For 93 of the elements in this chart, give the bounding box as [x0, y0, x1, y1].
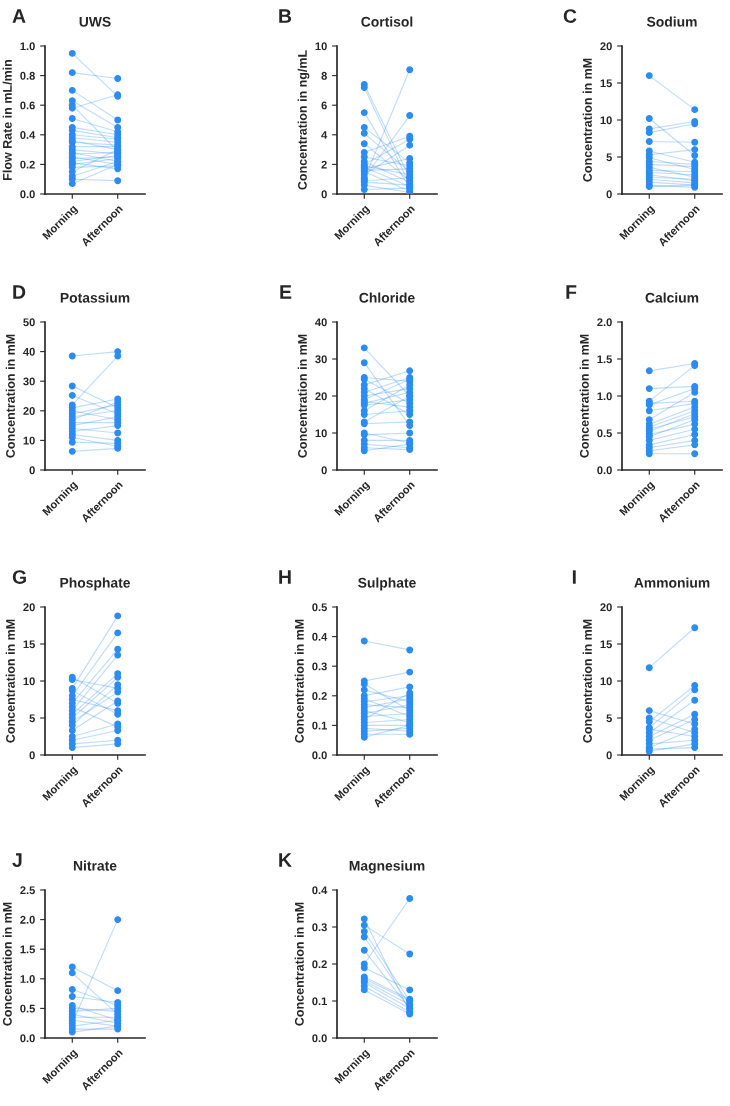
y-tick-label: 6: [321, 101, 327, 110]
y-tick-label: 0.5: [597, 429, 612, 438]
y-tick-label: 0.8: [20, 71, 35, 80]
text: G: [12, 570, 26, 584]
y-tick-label: 0.5: [312, 603, 327, 612]
y-axis-title: Concentration in mM: [294, 902, 304, 1026]
y-tick-label: 10: [600, 677, 612, 686]
text: B: [279, 9, 292, 23]
y-axis-title: Concentration in mM: [297, 334, 307, 458]
y-tick-label: 0.0: [597, 466, 612, 475]
y-tick-label: 0.0: [20, 1034, 35, 1043]
y-tick-label: 50: [23, 318, 35, 327]
y-tick-label: 15: [600, 79, 612, 88]
y-tick-label: 0: [29, 751, 35, 760]
y-tick-label: 40: [23, 347, 35, 356]
text: D: [13, 285, 26, 299]
y-tick-label: 40: [315, 318, 327, 327]
y-tick-label: 20: [315, 392, 327, 401]
y-tick-label: 1.0: [597, 392, 612, 401]
y-tick-label: 5: [606, 153, 612, 162]
y-tick-label: 0.4: [312, 632, 328, 641]
y-axis-title: Concentration in mM: [5, 334, 15, 458]
chart-title: UWS: [79, 16, 111, 27]
y-tick-label: 0.1: [312, 997, 327, 1006]
y-tick-label: 8: [321, 71, 327, 80]
y-tick-label: 0.1: [312, 721, 327, 730]
y-tick-label: 10: [23, 677, 35, 686]
y-tick-label: 30: [315, 355, 327, 364]
y-tick-label: 20: [23, 407, 35, 415]
y-tick-label: 1.5: [20, 945, 35, 954]
y-tick-label: 10: [315, 429, 327, 438]
y-tick-label: 0: [321, 466, 327, 475]
y-axis-title: Concentration in mM: [2, 902, 12, 1026]
y-tick-label: 1.0: [20, 42, 35, 51]
y-tick-label: 2: [321, 160, 327, 169]
y-tick-label: 0.2: [312, 692, 327, 700]
chart-title: Cortisol: [361, 16, 413, 27]
chart-title: Phosphate: [60, 577, 131, 591]
text: K: [279, 853, 292, 867]
text: J: [12, 853, 22, 867]
chart-title: Sulphate: [358, 577, 416, 591]
chart-title: Chloride: [359, 292, 415, 303]
y-axis-title: Flow Rate in mL/min: [2, 60, 12, 180]
y-tick-label: 0.6: [20, 101, 35, 110]
y-tick-label: 10: [600, 116, 612, 125]
y-tick-label: 0.5: [20, 1004, 35, 1013]
chart-title: Nitrate: [73, 860, 117, 871]
chart-title: Ammonium: [634, 577, 710, 588]
y-tick-label: 10: [315, 42, 327, 51]
y-tick-label: 20: [600, 603, 612, 612]
y-tick-label: 0: [606, 751, 612, 760]
y-tick-label: 5: [29, 714, 35, 723]
y-tick-label: 15: [600, 640, 612, 649]
text: E: [280, 285, 292, 299]
y-tick-label: 0.0: [20, 190, 35, 199]
chart-title: Magnesium: [349, 860, 425, 874]
y-tick-label: 0.0: [312, 1034, 327, 1043]
y-tick-label: 30: [23, 377, 35, 386]
y-tick-label: 15: [23, 640, 35, 649]
y-axis-title: Concentration in mM: [582, 619, 592, 743]
y-tick-label: 2.0: [20, 915, 35, 924]
y-axis-title: Concentration in mM: [579, 334, 589, 458]
chart-title: Potassium: [60, 292, 130, 303]
text: H: [279, 570, 291, 584]
y-tick-label: 20: [600, 42, 612, 51]
y-tick-label: 0.3: [312, 662, 327, 671]
text: I: [572, 570, 576, 584]
y-tick-label: 1.0: [20, 975, 35, 983]
y-tick-label: 0: [321, 190, 327, 199]
y-tick-label: 0: [606, 190, 612, 199]
text: C: [563, 9, 577, 23]
y-tick-label: 0.2: [312, 960, 327, 969]
y-axis-title: Concentration in mM: [5, 619, 15, 743]
y-tick-label: 0.4: [312, 886, 328, 895]
y-tick-label: 10: [23, 436, 35, 445]
y-tick-label: 5: [606, 714, 612, 723]
y-tick-label: 20: [23, 603, 35, 612]
y-tick-label: 1.5: [597, 355, 612, 364]
chart-title: Sodium: [646, 16, 697, 27]
y-tick-label: 0.3: [312, 923, 327, 932]
text: A: [12, 9, 26, 23]
y-tick-label: 0.4: [20, 131, 36, 139]
y-axis-title: Concentration in mM: [582, 58, 592, 182]
y-tick-label: 2.0: [597, 318, 612, 327]
y-tick-label: 0.2: [20, 160, 35, 169]
y-tick-label: 4: [321, 131, 328, 139]
text: F: [566, 285, 577, 299]
y-axis-title: Concentration in ng/mL: [297, 50, 310, 190]
y-tick-label: 0.0: [312, 751, 327, 760]
chart-title: Calcium: [645, 292, 699, 303]
y-tick-label: 2.5: [20, 886, 35, 895]
y-tick-label: 0: [29, 466, 35, 475]
y-axis-title: Concentration in mM: [294, 619, 304, 743]
